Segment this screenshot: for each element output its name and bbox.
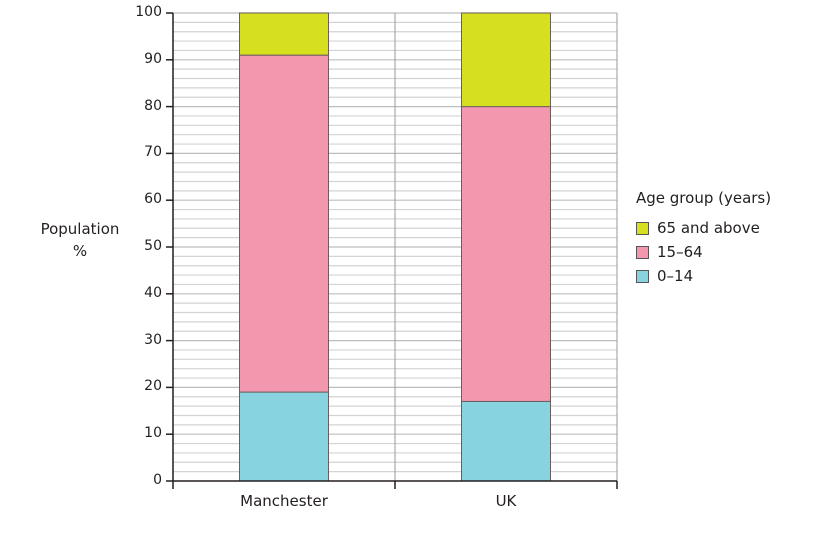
legend: Age group (years) 65 and above 15–64 0–1… [636, 187, 771, 289]
y-axis-label-line1: Population [40, 220, 120, 238]
legend-swatch-0-14 [636, 269, 649, 283]
legend-swatch-15-64 [636, 245, 649, 259]
bar-segment-manchester-0-14 [239, 391, 329, 482]
legend-title: Age group (years) [636, 189, 772, 207]
bar-segment-manchester-15-64 [239, 54, 329, 393]
y-tick-label: 80 [144, 97, 162, 114]
legend-label: 15–64 [657, 243, 703, 261]
y-tick-label: 40 [144, 284, 162, 301]
category-label-manchester: Manchester [240, 492, 328, 510]
legend-label: 0–14 [657, 267, 694, 285]
bar-segment-uk-15-64 [461, 106, 551, 402]
y-tick-label: 0 [153, 472, 162, 488]
y-axis-label: Population % [22, 218, 138, 262]
category-label-uk: UK [495, 492, 517, 510]
bar-segment-uk-0-14 [461, 400, 551, 482]
legend-item-65-and-above: 65 and above [636, 217, 771, 239]
y-tick-label: 70 [144, 144, 162, 161]
y-axis-label-line2: % [72, 242, 88, 260]
y-tick-label: 30 [144, 331, 162, 348]
y-tick-label: 90 [144, 50, 162, 67]
y-tick-label: 60 [144, 191, 162, 208]
bars [239, 12, 551, 482]
axes [166, 12, 618, 489]
y-tick-label: 20 [144, 378, 162, 395]
bar-segment-manchester-65-and-above [239, 12, 329, 56]
legend-swatch-65-and-above [636, 221, 649, 235]
legend-item-0-14: 0–14 [636, 265, 771, 287]
legend-label: 65 and above [657, 219, 760, 237]
legend-item-15-64: 15–64 [636, 241, 771, 263]
y-tick-label: 50 [144, 238, 162, 254]
y-tick-label: 10 [144, 425, 162, 442]
bar-segment-uk-65-and-above [461, 12, 551, 108]
y-tick-label: 100 [135, 4, 162, 20]
